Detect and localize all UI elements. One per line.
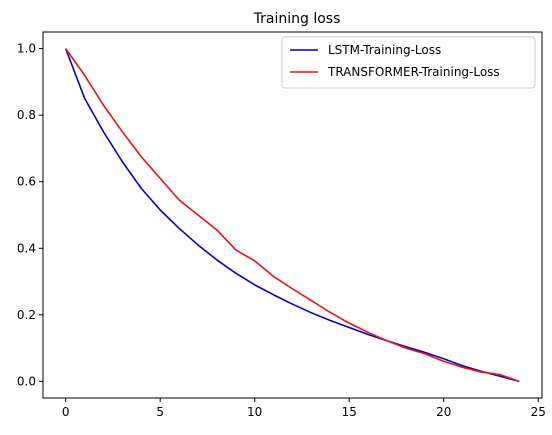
- legend-box: [281, 36, 536, 89]
- y-tick-label: 0.2: [17, 308, 36, 322]
- legend-label: TRANSFORMER-Training-Loss: [327, 65, 500, 79]
- y-tick-label: 0.0: [17, 374, 36, 388]
- legend-label: LSTM-Training-Loss: [328, 43, 441, 57]
- x-tick-label: 15: [342, 405, 357, 419]
- x-tick-label: 0: [62, 405, 70, 419]
- x-tick-label: 20: [436, 405, 451, 419]
- y-tick-label: 0.8: [17, 108, 36, 122]
- axes: 0 5 10 15 20 25 0.0 0.2 0.4 0.6 0.8 1.0: [17, 42, 546, 419]
- x-tick-label: 25: [531, 405, 546, 419]
- legend: LSTM-Training-Loss TRANSFORMER-Training-L…: [281, 36, 536, 89]
- y-tick-label: 0.6: [17, 175, 36, 189]
- axes-frame: [42, 31, 543, 399]
- y-tick-label: 0.4: [17, 241, 36, 255]
- chart-title: Training loss: [253, 11, 341, 27]
- x-tick-label: 5: [156, 405, 164, 419]
- series-layer: [64, 48, 520, 383]
- y-tick-label: 1.0: [17, 42, 36, 56]
- plot-area: [42, 31, 543, 399]
- x-tick-label: 10: [247, 405, 262, 419]
- series-line-1: [65, 48, 520, 383]
- series-line-0: [64, 48, 520, 383]
